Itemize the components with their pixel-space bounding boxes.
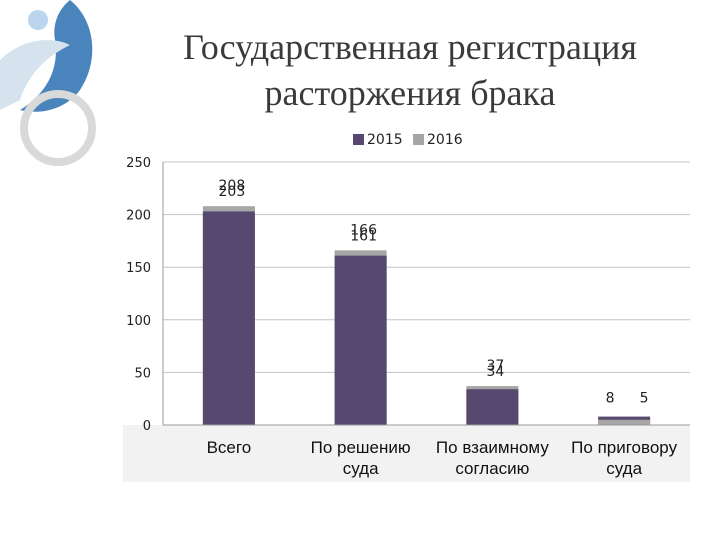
- category-label: согласию: [455, 459, 529, 478]
- y-tick-label: 50: [134, 366, 151, 381]
- y-tick-label: 150: [126, 261, 151, 276]
- legend-swatch-2015: [353, 134, 364, 145]
- legend-label-2016: 2016: [427, 132, 463, 148]
- small-dot-shape: [28, 10, 48, 30]
- data-label-2016: 5: [640, 391, 649, 407]
- category-label: По решению: [311, 438, 411, 457]
- bar-2016: [598, 419, 651, 425]
- title-line-1: Государственная регистрация: [183, 27, 637, 67]
- data-label-2015: 34: [486, 364, 504, 380]
- category-label: По взаимному: [436, 438, 549, 457]
- legend-swatch-2016: [413, 134, 424, 145]
- bar-2015: [334, 255, 387, 425]
- bar-2015: [466, 389, 519, 425]
- category-label: суда: [606, 459, 642, 478]
- y-tick-label: 250: [126, 156, 151, 171]
- data-label-2016: 37: [486, 358, 504, 374]
- data-label-2016: 208: [219, 178, 246, 194]
- data-label-2015: 161: [350, 228, 377, 244]
- category-label: По приговору: [571, 438, 677, 457]
- light-swirl-shape: [0, 40, 70, 110]
- page-title: Государственная регистрация расторжения …: [140, 24, 680, 116]
- category-axis-band: [123, 425, 690, 482]
- decorative-swirl: [0, 0, 96, 166]
- bar-2015: [202, 211, 255, 425]
- ring-shape: [20, 90, 96, 166]
- category-label: Всего: [207, 438, 252, 457]
- data-label-2015: 203: [219, 184, 246, 200]
- blue-swirl-shape: [20, 0, 93, 112]
- y-tick-label: 100: [126, 314, 151, 329]
- legend-label-2015: 2015: [367, 132, 403, 148]
- y-tick-label: 200: [126, 209, 151, 224]
- data-label-2015: 8: [606, 391, 615, 407]
- y-tick-label: 0: [143, 419, 151, 434]
- data-label-2016: 166: [350, 222, 377, 238]
- title-line-2: расторжения брака: [264, 73, 556, 113]
- category-label: суда: [343, 459, 379, 478]
